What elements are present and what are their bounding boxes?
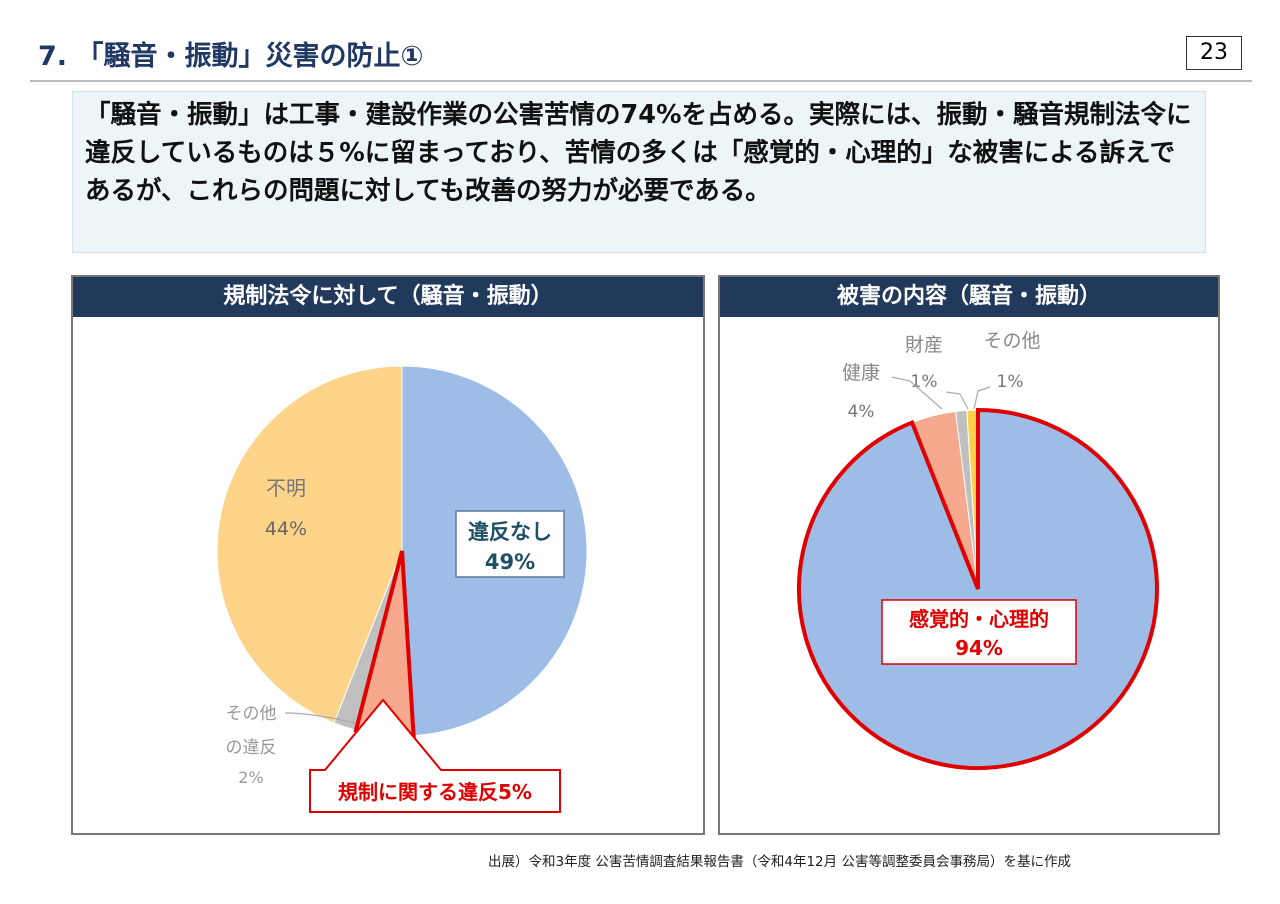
slice-value-label: 94% xyxy=(955,636,1003,660)
pie-slice-3 xyxy=(216,365,403,724)
slice-label: 財産 xyxy=(905,334,943,356)
callout-box xyxy=(309,698,561,813)
highlight-outline xyxy=(797,407,1159,770)
callout-label: 規制に関する違反5% xyxy=(338,780,532,804)
slice-value-label: 2% xyxy=(238,768,263,787)
leader-line xyxy=(284,712,356,724)
source-note: 出展）令和3年度 公害苦情調査結果報告書（令和4年12月 公害等調整委員会事務局… xyxy=(488,854,1071,870)
slice-label: の違反 xyxy=(226,738,277,758)
title-divider xyxy=(30,80,1252,82)
slice-label: 健康 xyxy=(842,362,880,384)
label-box xyxy=(881,599,1077,665)
chart-panel-damage: 被害の内容（騒音・振動） 感覚的・心理的 94% 健康 4% 財産 1% その他 1% xyxy=(718,275,1220,835)
slice-value-label: 4% xyxy=(848,402,875,422)
slice-value-label: 49% xyxy=(485,550,535,574)
slide-title: 7. 「騒音・振動」災害の防止① xyxy=(38,41,424,72)
leader-line xyxy=(945,391,969,410)
slice-label: 違反なし xyxy=(468,520,552,544)
leader-line xyxy=(973,386,991,410)
pie-chart-damage: 感覚的・心理的 94% 健康 4% 財産 1% その他 1% xyxy=(797,330,1159,770)
label-box xyxy=(455,510,565,578)
slice-value-label: 44% xyxy=(265,518,307,540)
chart-title: 規制法令に対して（騒音・振動） xyxy=(73,277,703,317)
page-number: 23 xyxy=(1186,36,1242,70)
leader-line xyxy=(891,376,943,410)
slice-label: その他 xyxy=(226,704,277,724)
slice-label: 不明 xyxy=(266,476,306,500)
chart-title: 被害の内容（騒音・振動） xyxy=(720,277,1218,317)
slice-label: その他 xyxy=(983,330,1040,352)
slice-value-label: 1% xyxy=(911,372,938,392)
slice-value-label: 1% xyxy=(997,372,1024,392)
slice-label: 感覚的・心理的 xyxy=(909,607,1049,631)
chart-panel-regulation: 規制法令に対して（騒音・振動） 違反なし 49% 不明 44% その他の違反 2% 規制に関… xyxy=(71,275,705,835)
summary-box: 「騒音・振動」は工事・建設作業の公害苦情の74%を占める。実際には、振動・騒音規… xyxy=(72,91,1206,253)
